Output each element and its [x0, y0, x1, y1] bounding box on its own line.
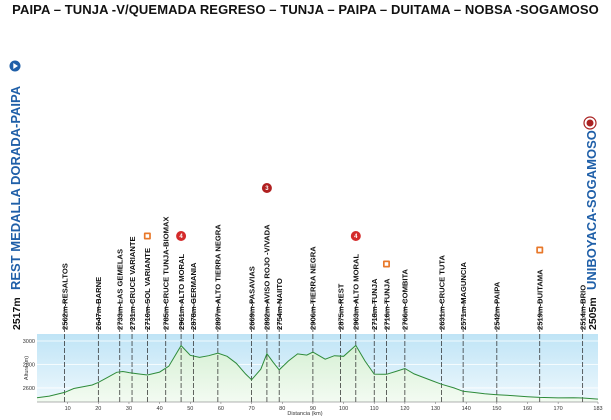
waypoint-label: 2785m-CRUCE TUNJA-BIOMAX [162, 216, 171, 330]
start-altitude: 2517m [11, 297, 23, 330]
waypoint-label: 2716m-TUNJA [382, 278, 391, 330]
waypoint-label: 2875m-REST [336, 283, 345, 330]
sprint-flag-icon-inner [145, 234, 150, 238]
waypoint-label: 2878m-GERMANIA [189, 262, 198, 330]
finish-name: UNIBOYACA-SOGAMOSO [584, 130, 599, 290]
waypoint-lines [64, 299, 584, 402]
waypoint-label: 2906m-TIERRA NEGRA [309, 246, 318, 330]
elevation-area [37, 345, 598, 402]
x-tick-label: 183 [593, 406, 602, 412]
checkered-flag-icon [586, 119, 594, 127]
climb-category: 4 [354, 234, 358, 240]
climb-badge-icon [261, 183, 272, 193]
route-markers: 4 3 4 [143, 183, 544, 268]
waypoint-label: 2542m-PAIPA [493, 281, 502, 330]
y-tick-label: 2800 [23, 362, 35, 368]
elevation-profile-line [36, 344, 599, 400]
waypoint-label: 2754m-NAIITO [275, 278, 284, 330]
waypoint-label: 2519m-DUITAMA [536, 269, 545, 330]
y-axis-ticks: 2600 2800 3000 [23, 339, 35, 392]
x-axis-ticks: 10 20 30 40 50 60 70 80 90 100 110 120 130 140 150 160 1… [65, 402, 603, 412]
x-tick-label: 110 [370, 406, 379, 412]
climb-category: 3 [265, 186, 269, 192]
x-axis-label: Distancia (km) [287, 411, 322, 417]
climb-badge-icon [176, 231, 187, 241]
waypoint-label: 2571m-MAGUNCIA [459, 262, 468, 330]
x-tick-label: 120 [400, 406, 409, 412]
y-tick-label: 3000 [23, 339, 35, 345]
x-tick-label: 70 [249, 406, 255, 412]
finish-altitude: 2505m [587, 297, 599, 330]
finish-marker: UNIBOYACA-SOGAMOSO 2505m [583, 116, 599, 330]
x-tick-label: 40 [157, 406, 163, 412]
waypoint-label: 2963m-ALTO MORAL [352, 254, 361, 330]
x-tick-label: 20 [95, 406, 101, 412]
waypoint-label: 2718m-TUNJA [370, 278, 379, 330]
x-tick-label: 170 [554, 406, 563, 412]
x-tick-label: 160 [523, 406, 532, 412]
waypoint-label: 2631m-CRUCE TUTA [438, 255, 447, 330]
x-tick-label: 60 [218, 406, 224, 412]
play-arrow-icon [13, 63, 18, 69]
sprint-flag-icon-inner [384, 262, 389, 266]
x-tick-label: 140 [462, 406, 471, 412]
waypoint-label: 2710m-SOL VARIANTE [143, 248, 152, 330]
waypoint-label: 2669m-PASAVIAS [247, 266, 256, 330]
y-tick-label: 2600 [23, 386, 35, 392]
waypoint-label: 2647m-BARNE [94, 277, 103, 330]
waypoint-label: 2892m-AVISO ROJO -V/VADA [263, 224, 272, 330]
waypoint-label: 2961m-ALTO MORAL [177, 254, 186, 330]
x-tick-label: 30 [126, 406, 132, 412]
start-name: REST MEDALLA DORADA-PAIPA [8, 85, 23, 290]
waypoint-label: 2731m-CRUCE VARIANTE [128, 236, 137, 330]
x-tick-label: 10 [65, 406, 71, 412]
waypoint-label: 2514m-BRIO [579, 285, 588, 330]
waypoint-label: 2897m-ALTO TIERRA NEGRA [214, 224, 223, 330]
x-tick-label: 50 [187, 406, 193, 412]
x-tick-label: 130 [431, 406, 440, 412]
climb-badge-icon [350, 231, 361, 241]
page-title: PAIPA – TUNJA -V/QUEMADA REGRESO – TUNJA… [12, 2, 599, 17]
x-tick-label: 80 [279, 406, 285, 412]
waypoint-label: 2766m-COMBITA [401, 268, 410, 330]
x-tick-label: 90 [310, 406, 316, 412]
waypoint-label: 2733m-LAS GEMELAS [116, 249, 125, 330]
climb-category: 4 [179, 234, 183, 240]
sprint-flag-icon-inner [537, 248, 542, 252]
x-tick-label: 150 [492, 406, 501, 412]
y-axis-label: Altura (m) [24, 356, 30, 380]
x-tick-label: 100 [339, 406, 348, 412]
start-marker: REST MEDALLA DORADA-PAIPA 2517m [8, 60, 23, 330]
waypoint-label: 2562m-RESALTOS [60, 263, 69, 330]
waypoint-labels: 2562m-RESALTOS 2647m-BARNE 2733m-LAS GEMEL… [60, 216, 587, 330]
